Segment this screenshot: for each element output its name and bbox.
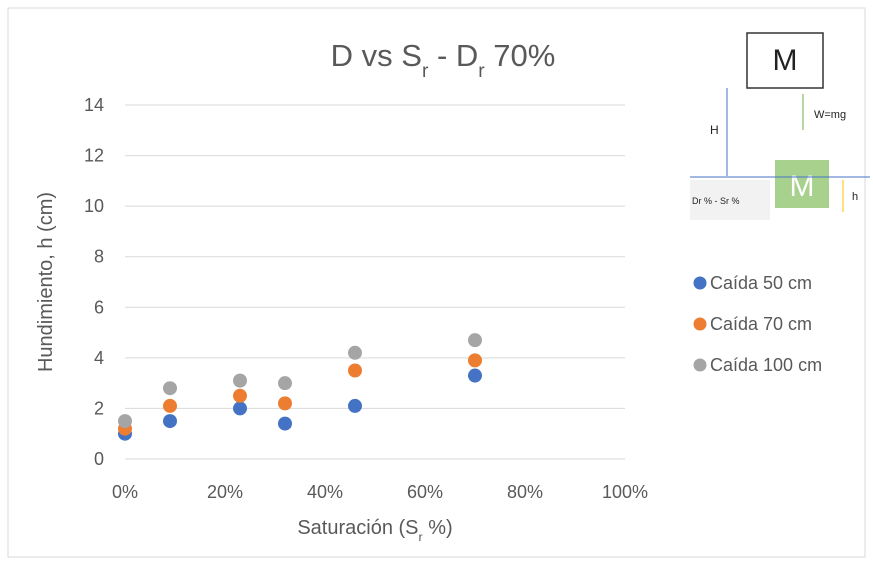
data-point: [163, 414, 177, 429]
chart-title: D vs Sr - Dr 70%: [331, 38, 556, 82]
legend-label: Caída 50 cm: [710, 273, 812, 293]
legend-label: Caída 70 cm: [710, 314, 812, 334]
y-tick-label: 12: [84, 146, 104, 166]
legend-label: Caída 100 cm: [710, 355, 822, 375]
x-tick-label: 20%: [207, 482, 243, 502]
data-point: [233, 388, 247, 403]
x-axis-label-part: r: [419, 530, 423, 544]
x-tick-label: 60%: [407, 482, 443, 502]
legend-marker: [693, 317, 707, 331]
data-point: [348, 363, 362, 378]
data-point: [348, 398, 362, 413]
y-tick-label: 8: [94, 247, 104, 267]
drop-height-label: H: [710, 123, 719, 137]
x-tick-label: 80%: [507, 482, 543, 502]
data-point: [118, 414, 132, 429]
x-tick-label: 100%: [602, 482, 648, 502]
condition-label: Dr % - Sr %: [692, 196, 740, 206]
data-point: [163, 381, 177, 396]
x-axis-label-part: %): [423, 517, 453, 539]
top-block: [746, 32, 824, 89]
data-point: [278, 416, 292, 431]
top-block-label: M: [773, 44, 798, 77]
y-tick-label: 2: [94, 398, 104, 418]
y-tick-label: 10: [84, 196, 104, 216]
chart-frame: [7, 7, 866, 558]
data-point: [233, 373, 247, 388]
bottom-block: [775, 160, 829, 208]
data-point: [468, 333, 482, 348]
penetration-label: h: [852, 191, 858, 203]
chart-title-part: 70%: [485, 38, 556, 73]
data-point: [233, 401, 247, 416]
data-point: [348, 345, 362, 360]
weight-label: W=mg: [814, 109, 846, 121]
y-axis-label: Hundimiento, h (cm): [35, 192, 57, 372]
chart-title-part: D vs S: [331, 38, 422, 73]
y-tick-label: 14: [84, 95, 104, 115]
bottom-block-label: M: [790, 170, 815, 203]
data-point: [278, 376, 292, 391]
y-tick-label: 4: [94, 348, 104, 368]
x-axis-label: Saturación (Sr %): [297, 517, 452, 544]
chart-title-part: r: [422, 61, 429, 82]
legend-marker: [693, 276, 707, 290]
x-tick-label: 0%: [112, 482, 138, 502]
soil: [690, 180, 770, 220]
legend-marker: [693, 358, 707, 372]
data-point: [278, 396, 292, 411]
x-tick-label: 40%: [307, 482, 343, 502]
chart-title-part: - D: [428, 38, 478, 73]
data-point: [468, 368, 482, 383]
data-point: [163, 398, 177, 413]
x-axis-label-part: Saturación (S: [297, 517, 418, 539]
data-point: [468, 353, 482, 368]
y-tick-label: 0: [94, 449, 104, 469]
y-tick-label: 6: [94, 297, 104, 317]
chart-title-part: r: [478, 61, 485, 82]
diagram: M H W=mg M Dr % - Sr % h: [690, 32, 870, 220]
